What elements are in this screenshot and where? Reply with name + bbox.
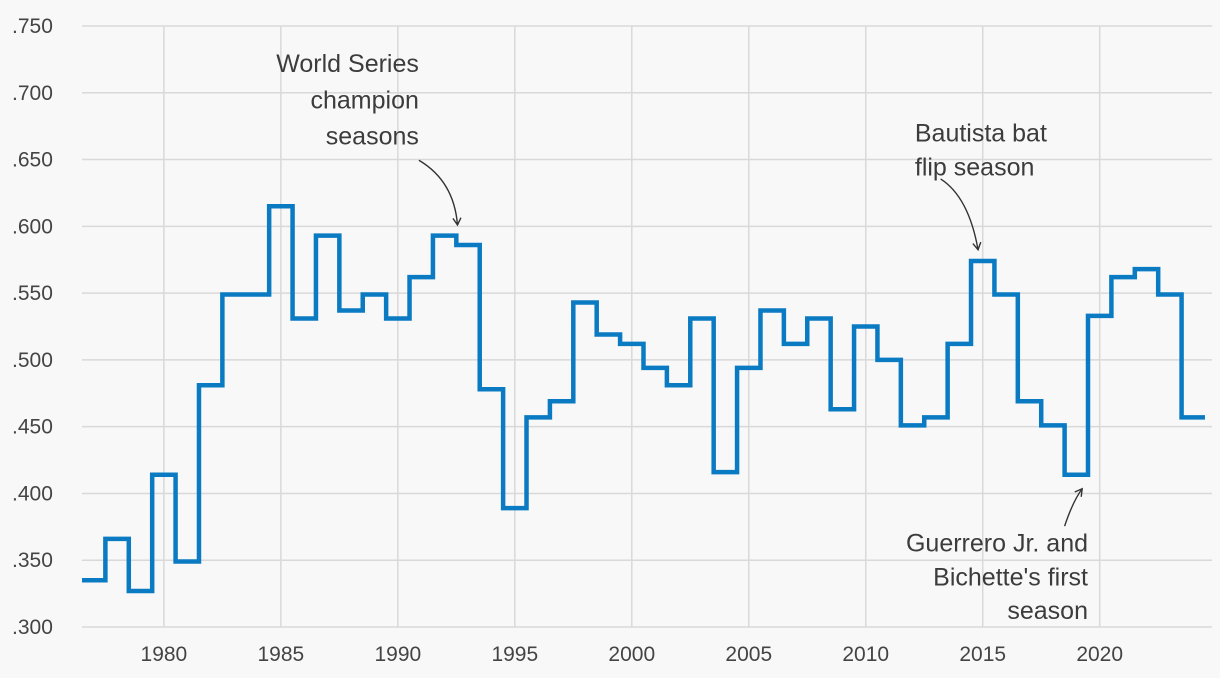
data-point — [1168, 292, 1172, 296]
data-point — [466, 243, 470, 247]
data-point — [560, 399, 564, 403]
annotation-arrow — [1063, 487, 1083, 527]
data-point — [840, 407, 844, 411]
y-tick-label: .600 — [12, 215, 53, 238]
y-tick-label: .400 — [12, 482, 53, 505]
data-point — [1074, 473, 1078, 477]
data-point — [115, 537, 119, 541]
y-axis-ticks: .300 .350 .400 .450 .500 .550 .600 .650 .700 .750 — [12, 15, 53, 639]
x-tick-label: 2010 — [842, 643, 889, 666]
series — [82, 204, 1205, 594]
data-point — [653, 366, 657, 370]
data-point — [934, 415, 938, 419]
y-tick-label: .550 — [12, 282, 53, 305]
data-point — [372, 292, 376, 296]
data-point — [1098, 314, 1102, 318]
data-point — [747, 366, 751, 370]
x-tick-label: 2000 — [608, 643, 655, 666]
data-point — [419, 275, 423, 279]
data-point — [770, 308, 774, 312]
data-point — [185, 560, 189, 564]
annotation-text-line: World Series — [276, 50, 419, 78]
data-point — [489, 387, 493, 391]
annotations: World Series champion seasons Bautista bat f… — [276, 50, 1088, 625]
data-point — [1191, 415, 1195, 419]
x-tick-label: 2020 — [1076, 643, 1123, 666]
data-point — [583, 300, 587, 304]
data-point — [981, 259, 985, 263]
data-point — [677, 383, 681, 387]
data-point — [1028, 399, 1032, 403]
data-point — [302, 316, 306, 320]
win-pct-series-line — [82, 204, 1205, 594]
data-point — [255, 292, 259, 296]
annotation-text-line: season — [1007, 597, 1088, 625]
annotation-arrow — [940, 178, 982, 252]
data-point — [817, 316, 821, 320]
data-point — [723, 470, 727, 474]
x-tick-label: 2005 — [725, 643, 772, 666]
data-point — [700, 316, 704, 320]
y-tick-label: .450 — [12, 416, 53, 439]
data-point — [1121, 275, 1125, 279]
annotation-text-line: champion — [310, 86, 418, 114]
data-point — [794, 342, 798, 346]
data-point — [349, 308, 353, 312]
annotation-text-line: Guerrero Jr. and — [906, 530, 1088, 558]
x-tick-label: 1990 — [374, 643, 421, 666]
x-tick-label: 1985 — [258, 643, 305, 666]
data-point — [209, 383, 213, 387]
annotation-arrow — [418, 159, 462, 227]
data-point — [443, 234, 447, 238]
data-point — [138, 589, 142, 593]
data-point — [606, 333, 610, 337]
annotation: World Series champion seasons — [276, 50, 462, 227]
annotation: Guerrero Jr. and Bichette's first season — [906, 487, 1088, 625]
y-tick-label: .500 — [12, 349, 53, 372]
data-point — [396, 316, 400, 320]
data-point — [232, 292, 236, 296]
data-point — [513, 506, 517, 510]
data-point — [911, 423, 915, 427]
y-tick-label: .300 — [12, 616, 53, 639]
data-point — [326, 234, 330, 238]
data-point — [536, 415, 540, 419]
y-tick-label: .650 — [12, 149, 53, 172]
data-point — [92, 578, 96, 582]
x-tick-label: 2015 — [959, 643, 1006, 666]
y-tick-label: .350 — [12, 549, 53, 572]
data-point — [1004, 292, 1008, 296]
data-point — [957, 342, 961, 346]
data-point — [162, 473, 166, 477]
y-tick-label: .700 — [12, 82, 53, 105]
data-point — [864, 325, 868, 329]
annotation-text-line: Bichette's first — [933, 563, 1088, 591]
x-tick-label: 1980 — [141, 643, 188, 666]
x-axis-ticks: 1980 1985 1990 1995 2000 2005 2010 2015 2020 — [141, 643, 1124, 666]
annotation: Bautista bat flip season — [915, 120, 1047, 252]
y-tick-label: .750 — [12, 15, 53, 38]
annotation-text-line: flip season — [915, 153, 1035, 181]
data-point — [630, 342, 634, 346]
data-point — [279, 204, 283, 208]
data-point — [1051, 423, 1055, 427]
x-tick-label: 1995 — [491, 643, 538, 666]
data-point — [887, 358, 891, 362]
data-point — [1144, 267, 1148, 271]
annotation-text-line: Bautista bat — [915, 120, 1047, 148]
annotation-text-line: seasons — [326, 122, 419, 150]
